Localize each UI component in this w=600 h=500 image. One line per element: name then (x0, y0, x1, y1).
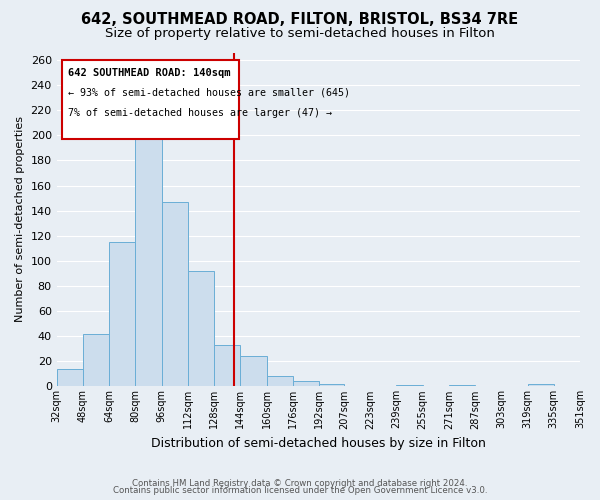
Bar (449, 385, 475, 386)
Text: Size of property relative to semi-detached houses in Filton: Size of property relative to semi-detach… (105, 28, 495, 40)
Bar (527, 384, 554, 386)
Text: Contains HM Land Registry data © Crown copyright and database right 2024.: Contains HM Land Registry data © Crown c… (132, 478, 468, 488)
Text: 7% of semi-detached houses are larger (47) →: 7% of semi-detached houses are larger (4… (68, 108, 332, 118)
Bar (293, 382, 319, 386)
Bar (266, 376, 293, 386)
Text: 642 SOUTHMEAD ROAD: 140sqm: 642 SOUTHMEAD ROAD: 140sqm (68, 68, 230, 78)
Bar (319, 384, 344, 386)
Bar (188, 271, 214, 386)
Y-axis label: Number of semi-detached properties: Number of semi-detached properties (15, 116, 25, 322)
FancyBboxPatch shape (62, 60, 239, 139)
Bar (161, 202, 188, 386)
Text: Contains public sector information licensed under the Open Government Licence v3: Contains public sector information licen… (113, 486, 487, 495)
Bar (136, 116, 161, 386)
X-axis label: Distribution of semi-detached houses by size in Filton: Distribution of semi-detached houses by … (151, 437, 486, 450)
Bar (241, 356, 266, 386)
Bar (214, 345, 241, 387)
Bar (56, 369, 83, 386)
Bar (83, 334, 109, 386)
Text: ← 93% of semi-detached houses are smaller (645): ← 93% of semi-detached houses are smalle… (68, 88, 350, 98)
Bar (396, 385, 422, 386)
Text: 642, SOUTHMEAD ROAD, FILTON, BRISTOL, BS34 7RE: 642, SOUTHMEAD ROAD, FILTON, BRISTOL, BS… (82, 12, 518, 28)
Bar (109, 242, 136, 386)
